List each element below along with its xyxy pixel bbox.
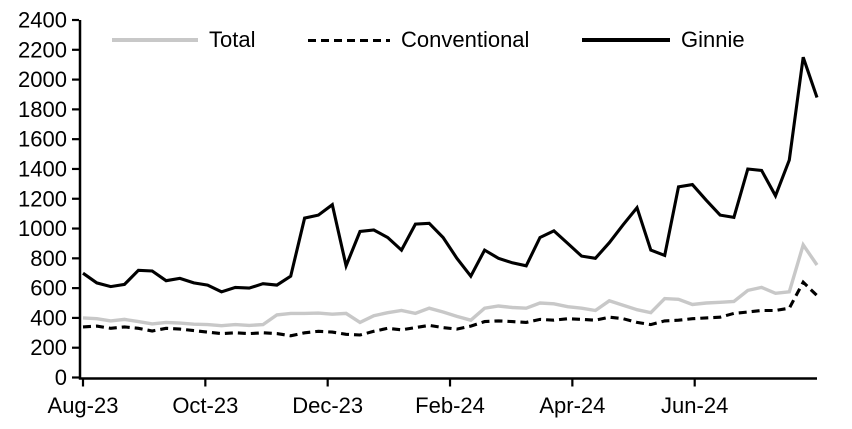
series-line-total — [82, 240, 819, 328]
x-tick-label: Jun-24 — [661, 393, 728, 418]
y-tick-label: 600 — [30, 276, 67, 301]
y-tick-label: 1400 — [18, 156, 67, 181]
x-tick-label: Apr-24 — [539, 393, 605, 418]
y-tick-label: 800 — [30, 246, 67, 271]
x-tick-label: Oct-23 — [172, 393, 238, 418]
y-tick-label: 2400 — [18, 8, 67, 33]
y-tick-label: 1600 — [18, 127, 67, 152]
y-tick-label: 1000 — [18, 216, 67, 241]
x-tick-label: Feb-24 — [415, 393, 485, 418]
y-tick-label: 200 — [30, 335, 67, 360]
x-tick-label: Aug-23 — [48, 393, 119, 418]
y-tick-label: 0 — [55, 365, 67, 390]
y-tick-label: 1200 — [18, 186, 67, 211]
y-tick-label: 1800 — [18, 97, 67, 122]
y-tick-label: 2200 — [18, 37, 67, 62]
series-line-conventional — [82, 279, 819, 338]
y-tick-label: 400 — [30, 305, 67, 330]
y-tick-label: 2000 — [18, 67, 67, 92]
series-line-ginnie — [82, 56, 819, 294]
x-tick-label: Dec-23 — [292, 393, 363, 418]
